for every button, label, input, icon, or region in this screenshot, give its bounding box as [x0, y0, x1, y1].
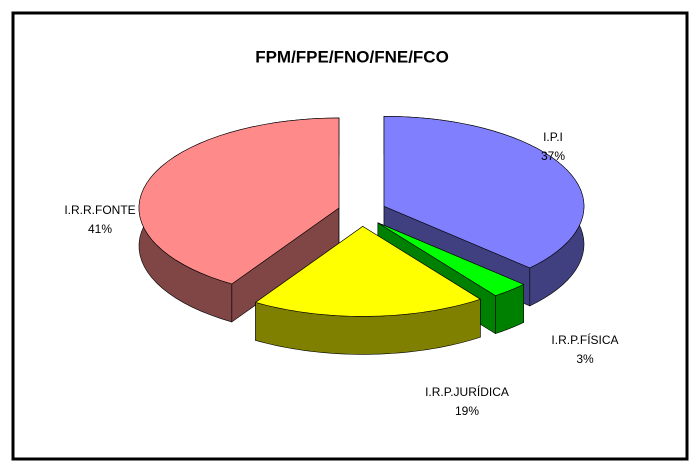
slice-value-label: 41% — [88, 222, 112, 236]
slice-label: I.R.P.FÍSICA — [551, 332, 618, 347]
slice-top — [254, 226, 482, 317]
slice-label: I.R.P.JURÍDICA — [425, 384, 509, 399]
pie — [138, 115, 585, 355]
slice-label: I.R.R.FONTE — [64, 203, 135, 217]
slice-top — [138, 117, 340, 285]
slice-label: I.P.I — [543, 130, 563, 144]
slice — [254, 225, 482, 355]
slice — [138, 117, 340, 323]
slice-top — [377, 222, 525, 296]
slice-top — [383, 115, 585, 269]
slice-value-label: 3% — [576, 352, 594, 366]
slice-value-label: 37% — [541, 149, 565, 163]
chart-title: FPM/FPE/FNO/FNE/FCO — [255, 47, 449, 66]
labels: I.P.I 37% I.R.P.FÍSICA 3% I.R.P.JURÍDICA 19% I… — [64, 130, 618, 418]
slice-value-label: 19% — [455, 404, 479, 418]
